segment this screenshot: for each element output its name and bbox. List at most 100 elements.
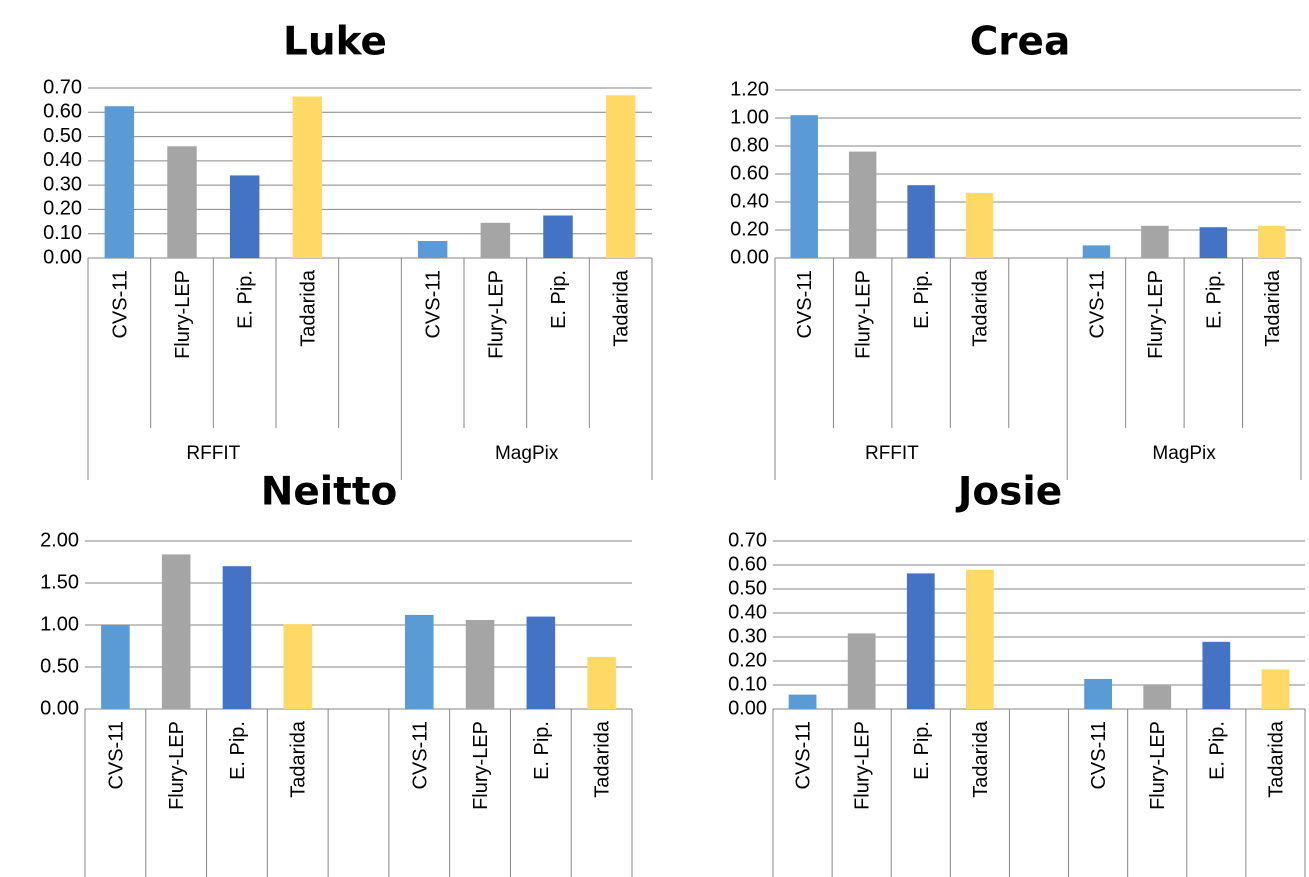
luke-y-tick-label: 0.30 bbox=[43, 173, 82, 195]
neitto-y-tick-label: 1.00 bbox=[40, 613, 79, 635]
crea-x-tick-label: E. Pip. bbox=[1203, 270, 1225, 329]
josie-y-tick-label: 0.40 bbox=[728, 601, 767, 623]
crea-y-tick-label: 0.40 bbox=[730, 190, 769, 212]
luke-bar-magpix-cvs-11 bbox=[417, 241, 448, 258]
josie-bar-magpix-e-pip bbox=[1202, 641, 1231, 709]
josie-bar-magpix-tadarida bbox=[1261, 669, 1290, 709]
neitto-y-tick-label: 2.00 bbox=[40, 529, 79, 551]
neitto-bar-rffit-cvs-11 bbox=[101, 625, 130, 709]
josie-y-tick-label: 0.70 bbox=[728, 529, 767, 551]
josie-x-tick-label: Tadarida bbox=[970, 720, 992, 798]
luke-x-tick-label: Tadarida bbox=[611, 269, 633, 347]
luke-x-tick-label: Flury-LEP bbox=[172, 270, 194, 359]
luke-x-tick-label: CVS-11 bbox=[109, 270, 131, 339]
crea-x-tick-label: Flury-LEP bbox=[1145, 270, 1167, 359]
josie-x-tick-label: Flury-LEP bbox=[1147, 721, 1169, 810]
luke-x-tick-label: E. Pip. bbox=[548, 270, 570, 329]
luke-chart-title: Luke bbox=[283, 20, 387, 65]
neitto-bar-magpix-e-pip bbox=[526, 616, 556, 709]
chart-luke: Luke 0.00 0.10 0.20 0.30 0.40 0.50 0.60 0.70 CVS-… bbox=[0, 0, 660, 480]
josie-bar-magpix-cvs-11 bbox=[1084, 679, 1113, 709]
neitto-y-tick-label: 0.00 bbox=[40, 697, 79, 719]
luke-bar-rffit-flury-lep bbox=[167, 146, 197, 258]
crea-x-tick-label: Tadarida bbox=[970, 269, 992, 347]
neitto-x-tick-label: E. Pip. bbox=[531, 721, 553, 780]
crea-bar-rffit-e-pip bbox=[907, 185, 935, 258]
luke-bar-magpix-e-pip bbox=[543, 215, 573, 258]
crea-x-tick-label: CVS-11 bbox=[794, 270, 816, 339]
josie-bar-rffit-cvs-11 bbox=[788, 694, 817, 709]
luke-bar-rffit-cvs-11 bbox=[104, 106, 135, 258]
crea-bar-magpix-tadarida bbox=[1258, 225, 1286, 258]
luke-y-tick-label: 0.60 bbox=[43, 101, 82, 123]
neitto-x-tick-label: E. Pip. bbox=[227, 721, 249, 780]
neitto-bar-magpix-flury-lep bbox=[465, 619, 495, 709]
josie-x-tick-label: Flury-LEP bbox=[852, 721, 874, 810]
neitto-x-tick-label: Tadarida bbox=[592, 720, 614, 798]
josie-x-tick-label: E. Pip. bbox=[1206, 721, 1228, 780]
crea-bar-magpix-flury-lep bbox=[1141, 225, 1169, 258]
crea-bar-rffit-tadarida bbox=[965, 192, 994, 258]
crea-y-tick-label: 0.60 bbox=[730, 162, 769, 184]
crea-x-tick-label: E. Pip. bbox=[911, 270, 933, 329]
luke-group-label-magpix: MagPix bbox=[495, 443, 559, 464]
luke-bar-magpix-tadarida bbox=[605, 95, 636, 259]
luke-bar-rffit-e-pip bbox=[229, 175, 260, 258]
luke-y-tick-label: 0.50 bbox=[43, 125, 82, 147]
crea-bar-rffit-flury-lep bbox=[848, 151, 877, 258]
josie-bar-rffit-tadarida bbox=[965, 569, 994, 709]
josie-bar-rffit-e-pip bbox=[906, 573, 935, 709]
neitto-x-tick-label: CVS-11 bbox=[105, 721, 127, 790]
crea-y-tick-label: 1.20 bbox=[730, 78, 769, 100]
luke-x-tick-label: Flury-LEP bbox=[485, 270, 507, 359]
josie-y-tick-label: 0.60 bbox=[728, 553, 767, 575]
crea-x-tick-label: CVS-11 bbox=[1086, 270, 1108, 339]
luke-group-label-rffit: RFFIT bbox=[186, 443, 240, 464]
chart-neitto-svg: Neitto 0.00 0.50 1.00 1.50 2.00 CVS-11 Flury-LE… bbox=[40, 470, 633, 877]
josie-x-tick-label: E. Pip. bbox=[911, 721, 933, 780]
chart-crea: Crea 0.00 0.20 0.40 0.60 0.80 1.00 1.20 CVS-11 Fl… bbox=[730, 20, 1302, 480]
josie-y-tick-label: 0.00 bbox=[728, 697, 767, 719]
luke-x-tick-label: E. Pip. bbox=[235, 270, 257, 329]
josie-bar-magpix-flury-lep bbox=[1143, 685, 1172, 709]
luke-y-tick-label: 0.00 bbox=[43, 246, 82, 268]
crea-y-tick-label: 0.00 bbox=[730, 246, 769, 268]
crea-x-tick-label: Flury-LEP bbox=[853, 270, 875, 359]
neitto-bar-magpix-tadarida bbox=[587, 656, 616, 709]
neitto-x-tick-label: CVS-11 bbox=[409, 721, 431, 790]
neitto-bar-rffit-tadarida bbox=[283, 624, 313, 709]
neitto-x-tick-label: Flury-LEP bbox=[166, 721, 188, 810]
crea-y-tick-label: 0.20 bbox=[730, 218, 769, 240]
neitto-chart-title: Neitto bbox=[261, 470, 398, 515]
chart-crea-svg: Crea 0.00 0.20 0.40 0.60 0.80 1.00 1.20 CVS-11 Fl… bbox=[730, 20, 1302, 480]
crea-bar-magpix-e-pip bbox=[1199, 227, 1228, 258]
josie-x-tick-label: CVS-11 bbox=[793, 721, 815, 790]
josie-x-tick-label: CVS-11 bbox=[1088, 721, 1110, 790]
crea-bar-magpix-cvs-11 bbox=[1082, 245, 1111, 258]
josie-bar-rffit-flury-lep bbox=[847, 633, 876, 709]
josie-y-tick-label: 0.30 bbox=[728, 625, 767, 647]
josie-y-tick-label: 0.50 bbox=[728, 577, 767, 599]
neitto-x-tick-label: Flury-LEP bbox=[470, 721, 492, 810]
crea-group-label-magpix: MagPix bbox=[1152, 443, 1216, 464]
neitto-y-tick-label: 1.50 bbox=[40, 571, 79, 593]
luke-y-tick-label: 0.10 bbox=[43, 222, 82, 244]
luke-y-tick-label: 0.20 bbox=[43, 198, 82, 220]
neitto-bar-rffit-flury-lep bbox=[161, 554, 191, 709]
crea-bar-rffit-cvs-11 bbox=[790, 115, 818, 258]
josie-y-tick-label: 0.20 bbox=[728, 649, 767, 671]
luke-bar-magpix-flury-lep bbox=[480, 222, 511, 258]
neitto-y-tick-label: 0.50 bbox=[40, 655, 79, 677]
neitto-x-tick-label: Tadarida bbox=[288, 720, 310, 798]
luke-bar-rffit-tadarida bbox=[292, 96, 323, 258]
luke-y-tick-label: 0.40 bbox=[43, 149, 82, 171]
crea-x-tick-label: Tadarida bbox=[1262, 269, 1284, 347]
crea-y-tick-label: 1.00 bbox=[730, 106, 769, 128]
neitto-bar-magpix-cvs-11 bbox=[404, 614, 434, 709]
luke-y-tick-label: 0.70 bbox=[43, 76, 82, 98]
josie-x-tick-label: Tadarida bbox=[1265, 720, 1287, 798]
crea-y-tick-label: 0.80 bbox=[730, 134, 769, 156]
neitto-bar-rffit-e-pip bbox=[222, 566, 252, 709]
